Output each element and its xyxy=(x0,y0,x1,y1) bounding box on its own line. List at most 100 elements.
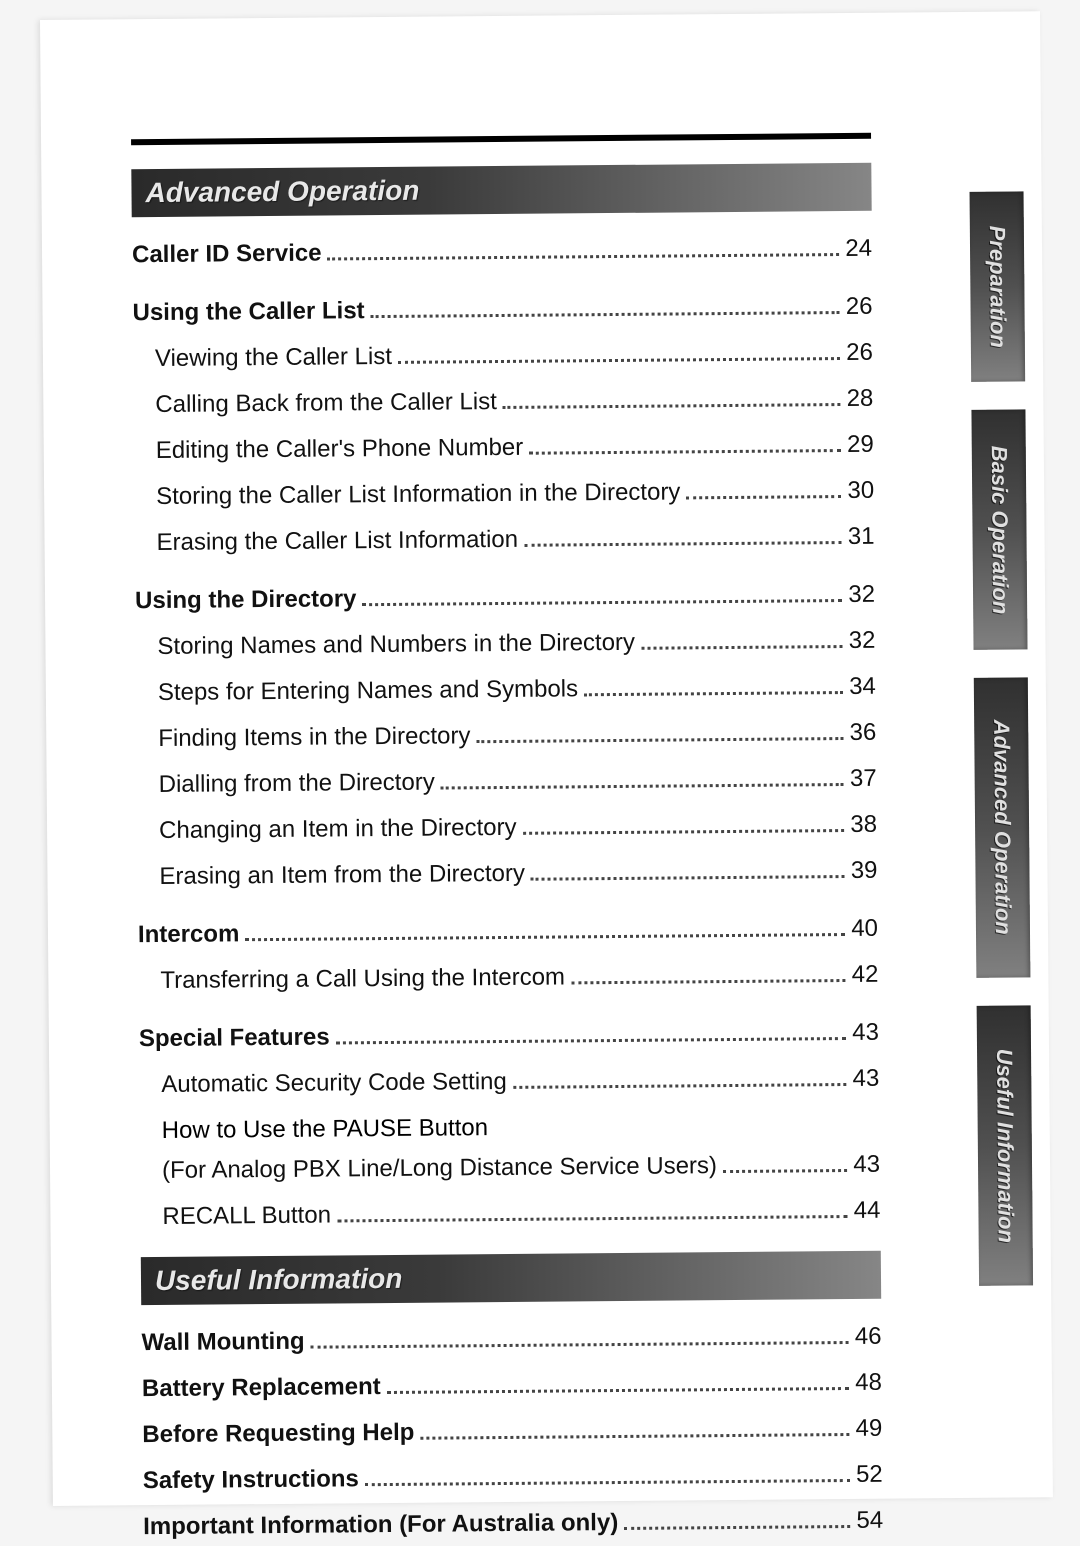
toc-label: Important Information (For Australia onl… xyxy=(143,1505,618,1545)
dot-leader xyxy=(328,253,840,260)
tab-label: Preparation xyxy=(984,207,1011,365)
toc-page-number: 30 xyxy=(847,473,874,509)
toc-page-number: 43 xyxy=(852,1015,879,1051)
toc-page-number: 52 xyxy=(856,1457,883,1493)
toc-entry-intercom: Intercom 40 xyxy=(138,911,878,953)
toc-page-number: 46 xyxy=(855,1319,882,1355)
tab-advanced-operation[interactable]: Advanced Operation xyxy=(974,677,1031,977)
content-area: Advanced Operation Caller ID Service 24 … xyxy=(131,163,883,1545)
toc-label: Storing the Caller List Information in t… xyxy=(156,474,681,515)
horizontal-rule xyxy=(131,133,871,145)
toc-entry-erasing-caller: Erasing the Caller List Information 31 xyxy=(134,519,874,561)
dot-leader xyxy=(371,311,840,318)
toc-label: Erasing the Caller List Information xyxy=(156,522,518,561)
dot-leader xyxy=(336,1037,847,1044)
toc-page-number: 43 xyxy=(852,1061,879,1097)
toc-page-number: 28 xyxy=(846,381,873,417)
dot-leader xyxy=(641,645,843,650)
toc-page-number: 24 xyxy=(845,231,872,267)
toc-entry-changing: Changing an Item in the Directory 38 xyxy=(137,807,877,849)
toc-label: Viewing the Caller List xyxy=(155,339,392,377)
dot-leader xyxy=(245,933,845,941)
tab-basic-operation[interactable]: Basic Operation xyxy=(971,409,1027,649)
toc-label: Dialling from the Directory xyxy=(159,765,435,803)
toc-page-number: 36 xyxy=(849,715,876,751)
toc-label: Finding Items in the Directory xyxy=(158,718,470,757)
toc-entry-using-directory: Using the Directory 32 xyxy=(135,577,875,619)
section-header-useful: Useful Information xyxy=(141,1251,881,1305)
toc-page-number: 40 xyxy=(851,911,878,947)
dot-leader xyxy=(523,829,845,835)
dot-leader xyxy=(571,979,846,984)
toc-entry-wall-mounting: Wall Mounting 46 xyxy=(141,1319,881,1361)
toc-page-number: 54 xyxy=(856,1503,883,1539)
dot-leader xyxy=(503,403,841,409)
toc-label: Storing Names and Numbers in the Directo… xyxy=(157,625,635,665)
toc-entry-finding: Finding Items in the Directory 36 xyxy=(136,715,876,757)
toc-label: Automatic Security Code Setting xyxy=(161,1064,507,1103)
dot-leader xyxy=(686,495,841,499)
dot-leader xyxy=(311,1341,849,1349)
toc-label: Battery Replacement xyxy=(142,1369,381,1407)
toc-group-special: Special Features 43 Automatic Security C… xyxy=(139,1015,881,1235)
dot-leader xyxy=(513,1083,847,1089)
toc-entry-dialling: Dialling from the Directory 37 xyxy=(137,761,877,803)
toc-page-number: 32 xyxy=(848,577,875,613)
toc-entry-steps-entering: Steps for Entering Names and Symbols 34 xyxy=(136,669,876,711)
section-header-advanced: Advanced Operation xyxy=(131,163,871,217)
toc-entry-auto-security: Automatic Security Code Setting 43 xyxy=(139,1061,879,1103)
toc-entry-special: Special Features 43 xyxy=(139,1015,879,1057)
dot-leader xyxy=(362,599,842,606)
toc-page-number: 32 xyxy=(849,623,876,659)
toc-entry-viewing: Viewing the Caller List 26 xyxy=(133,335,873,377)
tab-label: Useful Information xyxy=(991,1030,1019,1261)
tab-label: Advanced Operation xyxy=(988,702,1016,953)
toc-entry-pause-l2: (For Analog PBX Line/Long Distance Servi… xyxy=(140,1147,880,1189)
toc-label: Wall Mounting xyxy=(141,1324,304,1361)
toc-entry-pause-l1: How to Use the PAUSE Button xyxy=(140,1107,880,1149)
toc-page-number: 38 xyxy=(850,807,877,843)
dot-leader xyxy=(441,783,844,790)
toc-group-caller-id: Caller ID Service 24 xyxy=(132,231,872,273)
toc-label: Editing the Caller's Phone Number xyxy=(156,430,524,469)
toc-page-number: 31 xyxy=(848,519,875,555)
toc-label: RECALL Button xyxy=(162,1198,331,1235)
toc-entry-safety: Safety Instructions 52 xyxy=(143,1457,883,1499)
dot-leader xyxy=(476,737,843,743)
tab-preparation[interactable]: Preparation xyxy=(970,191,1026,381)
toc-entry-using-caller-list: Using the Caller List 26 xyxy=(132,289,872,331)
toc-label: Changing an Item in the Directory xyxy=(159,810,517,849)
toc-label: Transferring a Call Using the Intercom xyxy=(160,959,565,999)
dot-leader xyxy=(584,691,843,696)
toc-entry-storing-names: Storing Names and Numbers in the Directo… xyxy=(135,623,875,665)
toc-group-useful: Wall Mounting 46 Battery Replacement 48 … xyxy=(141,1319,883,1545)
toc-label: Safety Instructions xyxy=(143,1461,359,1499)
toc-entry-important-au: Important Information (For Australia onl… xyxy=(143,1503,883,1545)
toc-entry-editing: Editing the Caller's Phone Number 29 xyxy=(134,427,874,469)
tab-useful-information[interactable]: Useful Information xyxy=(977,1005,1033,1285)
toc-label: Before Requesting Help xyxy=(142,1415,414,1453)
toc-entry-transferring: Transferring a Call Using the Intercom 4… xyxy=(138,957,878,999)
toc-page-number: 26 xyxy=(846,335,873,371)
side-tabs: Preparation Basic Operation Advanced Ope… xyxy=(970,191,1034,1285)
toc-page-number: 44 xyxy=(854,1193,881,1229)
toc-group-intercom: Intercom 40 Transferring a Call Using th… xyxy=(138,911,879,999)
toc-page-number: 39 xyxy=(851,853,878,889)
toc-label: Special Features xyxy=(139,1020,330,1058)
toc-page-number: 37 xyxy=(850,761,877,797)
toc-group-caller-list: Using the Caller List 26 Viewing the Cal… xyxy=(132,289,874,561)
toc-label: Erasing an Item from the Directory xyxy=(159,856,525,895)
toc-entry-recall: RECALL Button 44 xyxy=(140,1193,880,1235)
tab-label: Basic Operation xyxy=(986,427,1014,632)
dot-leader xyxy=(723,1169,847,1173)
toc-entry-storing: Storing the Caller List Information in t… xyxy=(134,473,874,515)
toc-entry-before-help: Before Requesting Help 49 xyxy=(142,1411,882,1453)
toc-label: Steps for Entering Names and Symbols xyxy=(158,671,579,711)
toc-page-number: 26 xyxy=(846,289,873,325)
toc-entry-battery: Battery Replacement 48 xyxy=(142,1365,882,1407)
toc-label: Caller ID Service xyxy=(132,236,322,274)
toc-label: Using the Caller List xyxy=(132,293,364,331)
toc-label: Using the Directory xyxy=(135,581,357,619)
page: Advanced Operation Caller ID Service 24 … xyxy=(40,11,1053,1506)
toc-page-number: 48 xyxy=(855,1365,882,1401)
